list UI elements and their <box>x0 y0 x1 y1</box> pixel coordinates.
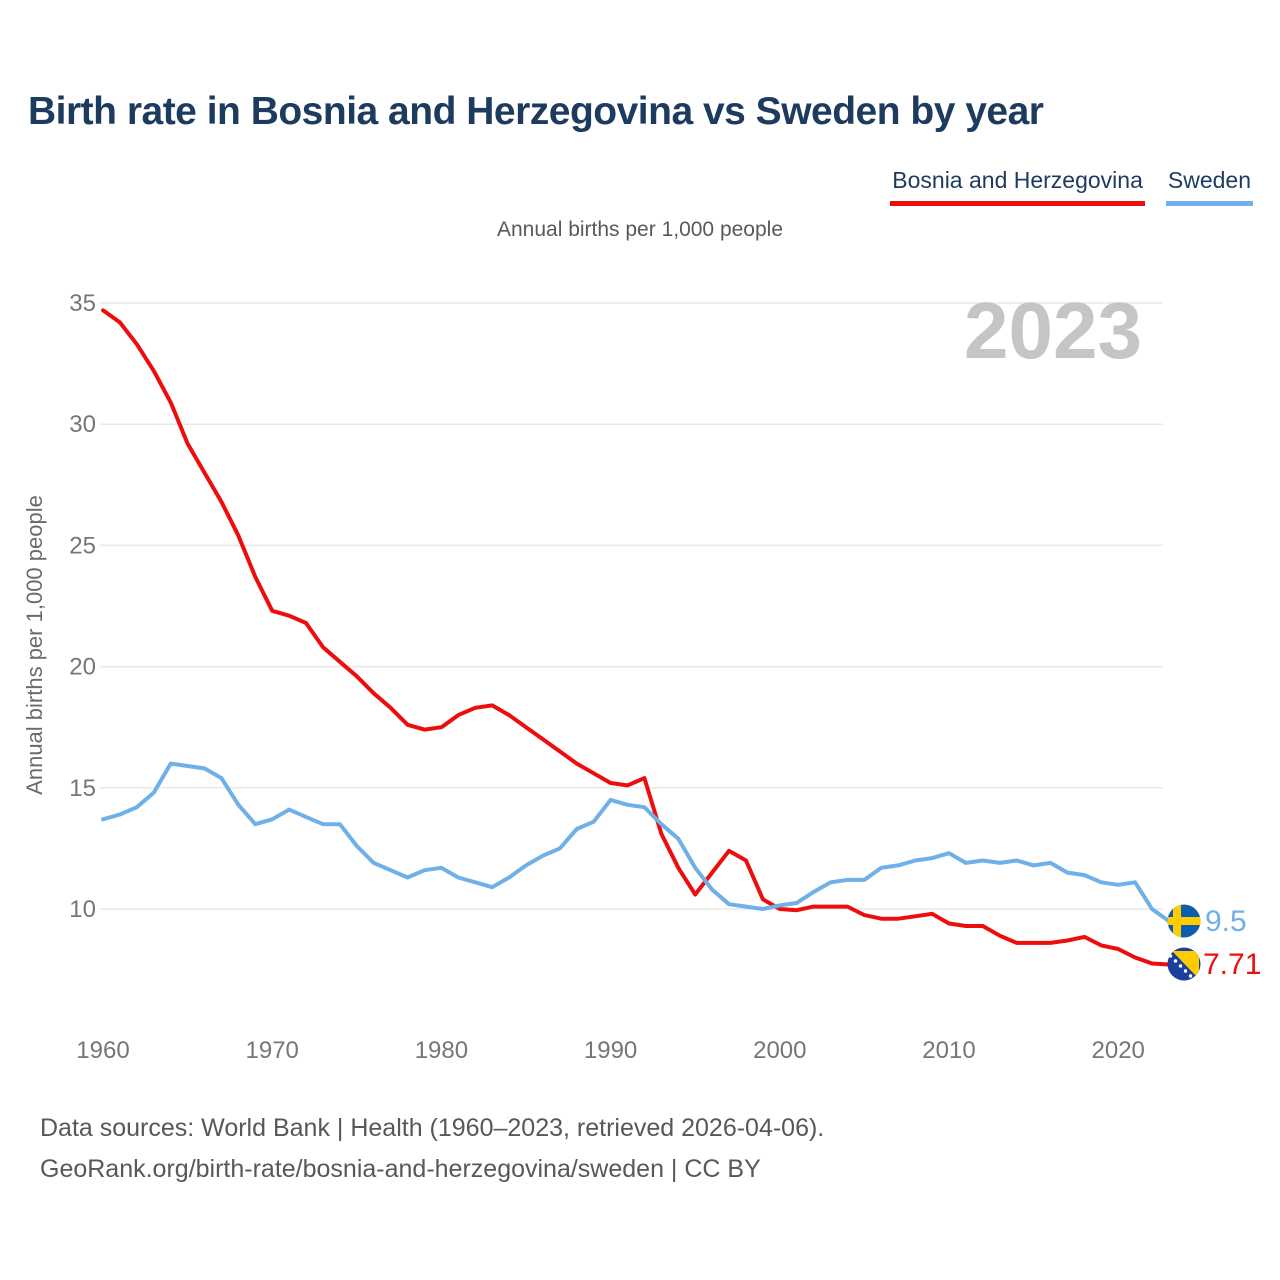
y-axis-title: Annual births per 1,000 people <box>22 495 47 795</box>
y-tick-label-25: 25 <box>69 532 96 559</box>
bosnia-end-value: 7.71 <box>1203 948 1261 981</box>
x-tick-label-1960: 1960 <box>76 1037 129 1064</box>
bosnia-flag-icon <box>1167 947 1201 981</box>
x-tick-label-1980: 1980 <box>415 1037 468 1064</box>
y-tick-label-15: 15 <box>69 775 96 802</box>
y-tick-label-35: 35 <box>69 290 96 317</box>
page-title: Birth rate in Bosnia and Herzegovina vs … <box>28 90 1044 133</box>
series-lines <box>101 308 1171 967</box>
y-tick-label-10: 10 <box>69 896 96 923</box>
sweden-end-value: 9.5 <box>1205 905 1247 938</box>
bosnia-line <box>101 308 1171 967</box>
x-tick-label-2010: 2010 <box>922 1037 975 1064</box>
x-tick-label-1990: 1990 <box>584 1037 637 1064</box>
footer: Data sources: World Bank | Health (1960–… <box>40 1108 824 1190</box>
x-tick-label-2020: 2020 <box>1092 1037 1145 1064</box>
x-tick-label-2000: 2000 <box>753 1037 806 1064</box>
legend-item-sweden[interactable]: Sweden <box>1165 167 1253 206</box>
y-tick-label-30: 30 <box>69 411 96 438</box>
legend: Bosnia and Herzegovina Sweden <box>890 167 1253 206</box>
watermark-year: 2023 <box>964 286 1142 375</box>
legend-item-bosnia[interactable]: Bosnia and Herzegovina <box>890 167 1145 206</box>
sweden-flag-icon <box>1167 904 1201 938</box>
gridlines: 10 15 20 25 30 35 1960 1970 1980 1990 2000 2010 2020 <box>69 290 1163 1064</box>
footer-datasource: Data sources: World Bank | Health (1960–… <box>40 1114 825 1142</box>
sweden-line <box>101 761 1171 924</box>
footer-attribution: GeoRank.org/birth-rate/bosnia-and-herzeg… <box>40 1155 761 1183</box>
y-tick-label-20: 20 <box>69 654 96 681</box>
x-tick-label-1970: 1970 <box>246 1037 299 1064</box>
chart-subtitle: Annual births per 1,000 people <box>496 218 784 241</box>
